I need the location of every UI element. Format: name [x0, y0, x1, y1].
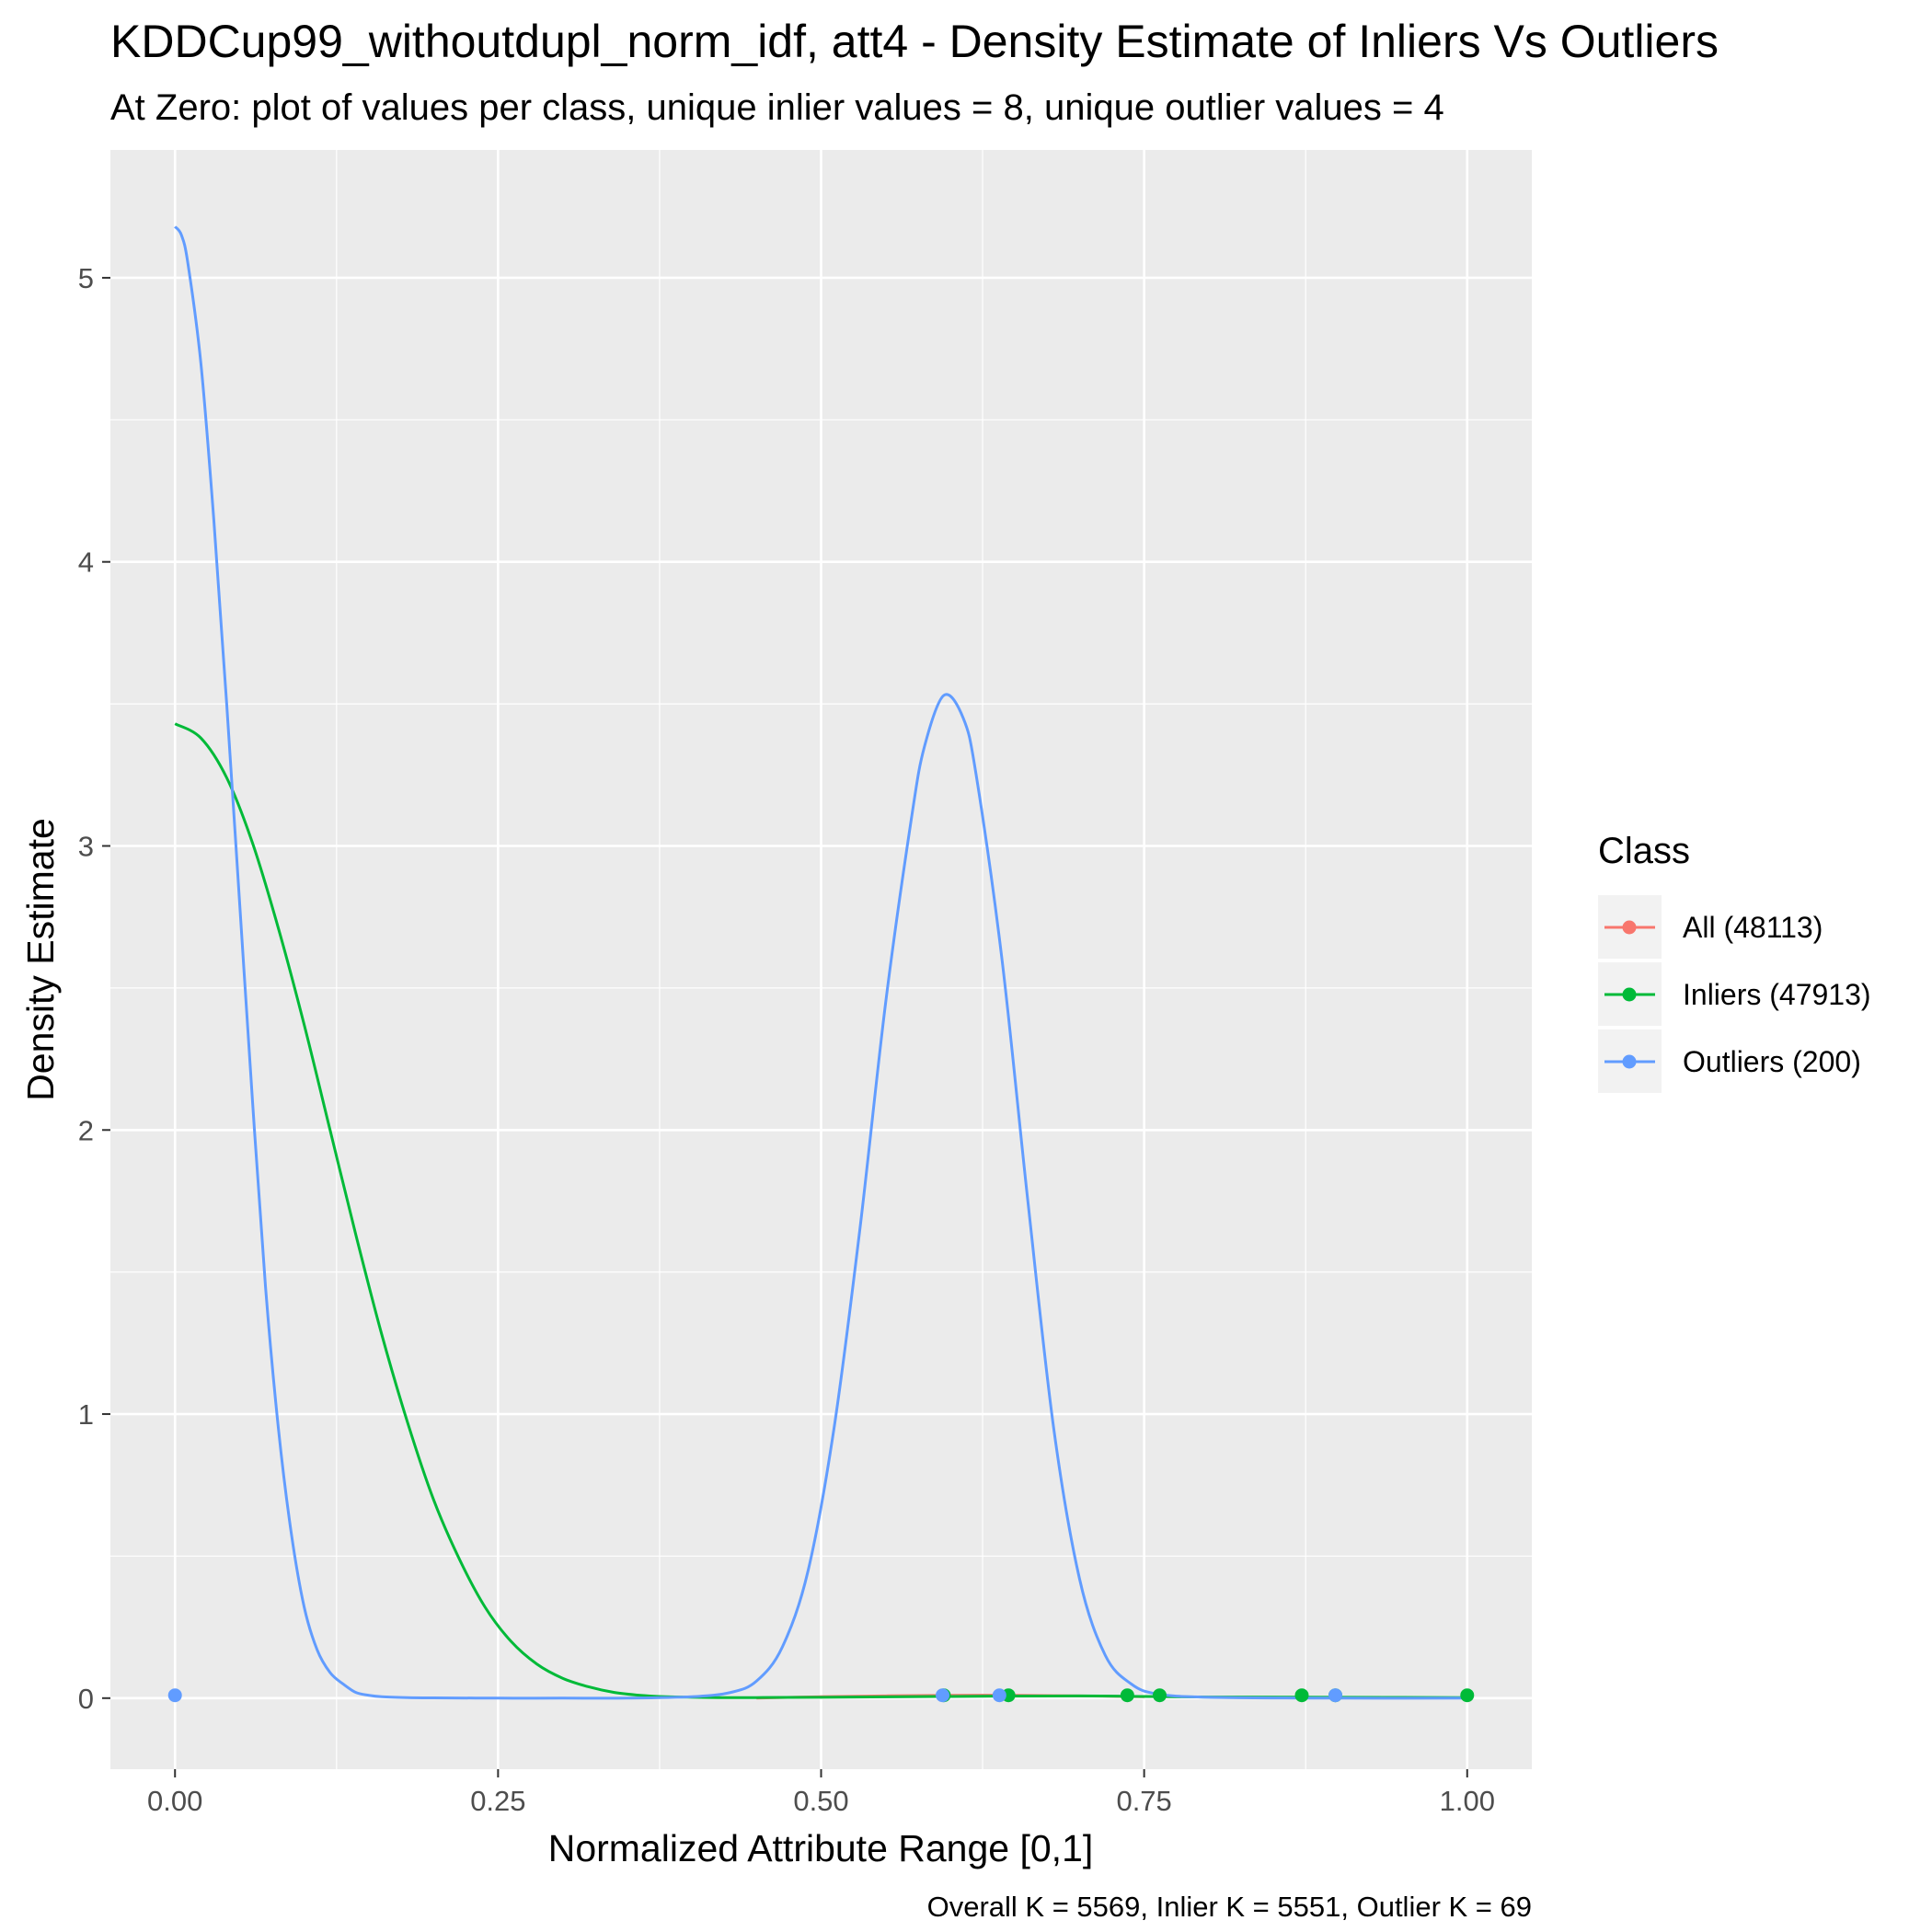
legend: Class All (48113) Inliers (47913) Outliers…	[1598, 831, 1871, 1093]
data-point	[936, 1688, 950, 1703]
x-tick-label: 0.25	[470, 1785, 525, 1817]
x-tick-label: 0.50	[793, 1785, 848, 1817]
y-tick-label: 5	[78, 262, 94, 294]
y-tick-label: 3	[78, 830, 94, 862]
chart-caption: Overall K = 5569, Inlier K = 5551, Outli…	[927, 1891, 1532, 1923]
legend-key-point	[1622, 1054, 1637, 1069]
legend-items: All (48113) Inliers (47913) Outliers (200)	[1598, 895, 1871, 1093]
points-layer	[167, 1688, 1475, 1703]
data-point	[167, 1688, 182, 1703]
x-axis-title: Normalized Attribute Range [0,1]	[548, 1827, 1094, 1869]
series-line	[174, 225, 1467, 1700]
legend-label: Outliers (200)	[1683, 1045, 1861, 1078]
y-axis-title: Density Estimate	[19, 818, 62, 1101]
y-tick-label: 0	[78, 1683, 94, 1715]
legend-label: All (48113)	[1683, 911, 1823, 944]
chart-title: KDDCup99_withoutdupl_norm_idf, att4 - De…	[110, 16, 1719, 67]
data-point	[992, 1688, 1006, 1703]
data-point	[1460, 1688, 1475, 1703]
x-tick-label: 1.00	[1440, 1785, 1495, 1817]
legend-key-point	[1622, 987, 1637, 1002]
legend-key-point	[1622, 920, 1637, 935]
data-point	[1152, 1688, 1167, 1703]
data-point	[1328, 1688, 1343, 1703]
data-point	[1120, 1688, 1134, 1703]
x-tick-label: 0.00	[147, 1785, 202, 1817]
y-tick-label: 1	[78, 1398, 94, 1431]
axes: 0.00 0.25 0.50 0.75 1.00 0 1 2 3 4 5	[78, 262, 1495, 1817]
series-line	[174, 722, 1467, 1699]
data-point	[1294, 1688, 1309, 1703]
legend-label: Inliers (47913)	[1683, 978, 1871, 1011]
chart-subtitle: At Zero: plot of values per class, uniqu…	[110, 87, 1444, 128]
y-tick-label: 2	[78, 1114, 94, 1146]
x-tick-label: 0.75	[1116, 1785, 1171, 1817]
legend-title: Class	[1598, 831, 1690, 871]
y-tick-label: 4	[78, 546, 94, 579]
